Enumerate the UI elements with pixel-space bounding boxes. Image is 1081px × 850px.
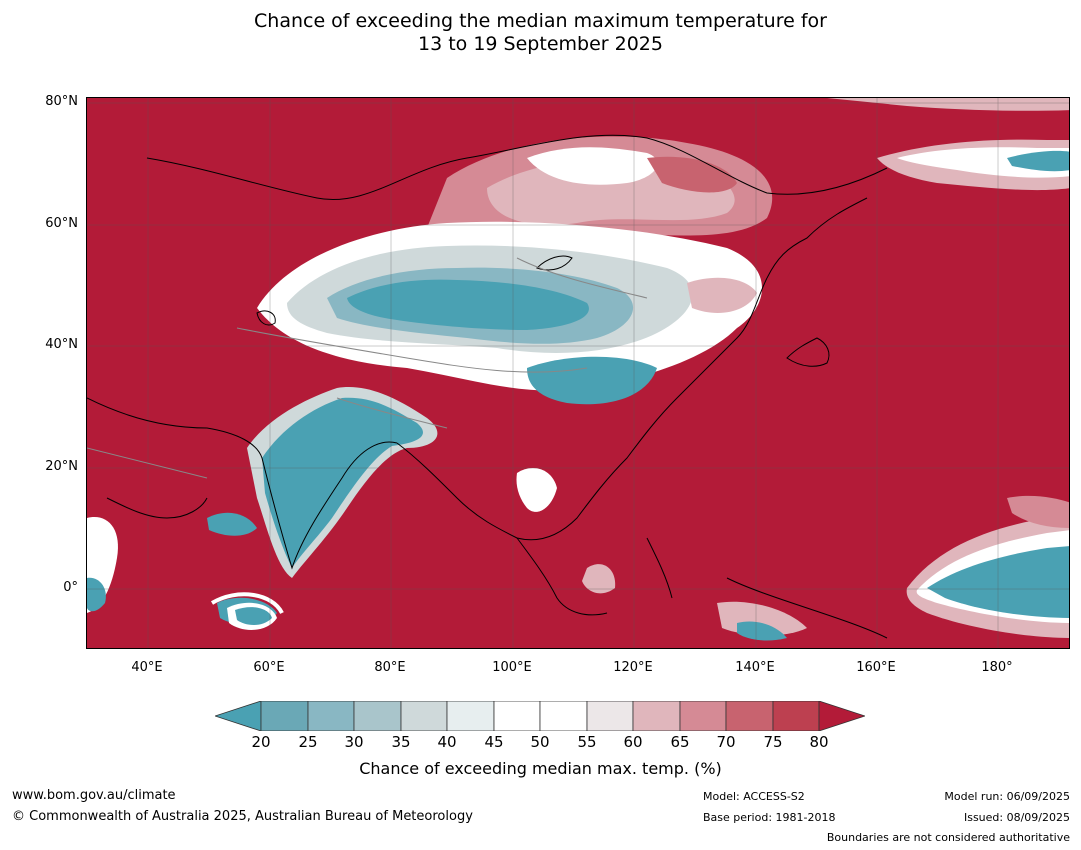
colorbar-label-60: 60 bbox=[623, 733, 643, 751]
colorbar-25-30 bbox=[307, 701, 355, 731]
lon-tick-40e: 40°E bbox=[131, 660, 163, 675]
siberia-anomaly-region bbox=[427, 136, 773, 245]
model-run-text: Model run: 06/09/2025 bbox=[944, 790, 1070, 803]
colorbar bbox=[215, 701, 865, 731]
colorbar-20-25 bbox=[260, 701, 309, 731]
lat-tick-20n: 20°N bbox=[45, 459, 78, 474]
lon-tick-160e: 160°E bbox=[856, 660, 896, 675]
issued-text: Issued: 08/09/2025 bbox=[963, 811, 1070, 824]
lon-tick-120e: 120°E bbox=[613, 660, 653, 675]
lon-tick-80e: 80°E bbox=[374, 660, 406, 675]
lat-tick-60n: 60°N bbox=[45, 216, 78, 231]
colorbar-title: Chance of exceeding median max. temp. (%… bbox=[359, 759, 722, 778]
colorbar-label-35: 35 bbox=[391, 733, 411, 751]
lon-tick-100e: 100°E bbox=[492, 660, 532, 675]
copyright-text: © Commonwealth of Australia 2025, Austra… bbox=[12, 809, 473, 824]
title-line-1: Chance of exceeding the median maximum t… bbox=[254, 10, 827, 32]
southeast-asia-anomaly-region bbox=[516, 468, 807, 641]
colorbar-label-70: 70 bbox=[716, 733, 736, 751]
lon-tick-140e: 140°E bbox=[735, 660, 775, 675]
lat-tick-0: 0° bbox=[63, 580, 78, 595]
arctic-northeast-anomaly-region bbox=[827, 98, 1069, 191]
colorbar-35-40 bbox=[400, 701, 448, 731]
model-text: Model: ACCESS-S2 bbox=[703, 790, 805, 803]
colorbar-label-50: 50 bbox=[530, 733, 550, 751]
colorbar-70-75 bbox=[725, 701, 774, 731]
colorbar-45-50 bbox=[493, 701, 541, 731]
title-line-2: 13 to 19 September 2025 bbox=[418, 33, 663, 55]
colorbar-65-70 bbox=[679, 701, 727, 731]
colorbar-75-80 bbox=[772, 701, 820, 731]
colorbar-label-20: 20 bbox=[251, 733, 271, 751]
map-title: Chance of exceeding the median maximum t… bbox=[0, 10, 1081, 56]
colorbar-50-55 bbox=[539, 701, 588, 731]
colorbar-below-20 bbox=[215, 701, 262, 731]
colorbar-label-40: 40 bbox=[437, 733, 457, 751]
colorbar-label-25: 25 bbox=[298, 733, 318, 751]
colorbar-label-65: 65 bbox=[670, 733, 690, 751]
disclaimer-text: Boundaries are not considered authoritat… bbox=[826, 831, 1070, 844]
lon-tick-60e: 60°E bbox=[253, 660, 285, 675]
colorbar-40-45 bbox=[446, 701, 495, 731]
central-asia-anomaly-region bbox=[257, 221, 762, 405]
colorbar-above-80 bbox=[818, 701, 865, 731]
map-canvas bbox=[87, 98, 1069, 648]
colorbar-label-30: 30 bbox=[344, 733, 364, 751]
map-panel bbox=[86, 97, 1070, 649]
coastlines bbox=[87, 134, 888, 639]
colorbar-60-65 bbox=[632, 701, 681, 731]
colorbar-label-80: 80 bbox=[809, 733, 829, 751]
colorbar-30-35 bbox=[353, 701, 402, 731]
country-borders bbox=[87, 257, 648, 479]
base-period-text: Base period: 1981-2018 bbox=[703, 811, 836, 824]
map-gridlines bbox=[87, 98, 1069, 648]
colorbar-label-55: 55 bbox=[577, 733, 597, 751]
lon-tick-180: 180° bbox=[981, 660, 1013, 675]
colorbar-55-60 bbox=[586, 701, 634, 731]
lat-tick-80n: 80°N bbox=[45, 94, 78, 109]
colorbar-label-45: 45 bbox=[484, 733, 504, 751]
india-anomaly-region bbox=[207, 387, 438, 625]
colorbar-label-75: 75 bbox=[763, 733, 783, 751]
website-link[interactable]: www.bom.gov.au/climate bbox=[12, 788, 176, 803]
lat-tick-40n: 40°N bbox=[45, 337, 78, 352]
